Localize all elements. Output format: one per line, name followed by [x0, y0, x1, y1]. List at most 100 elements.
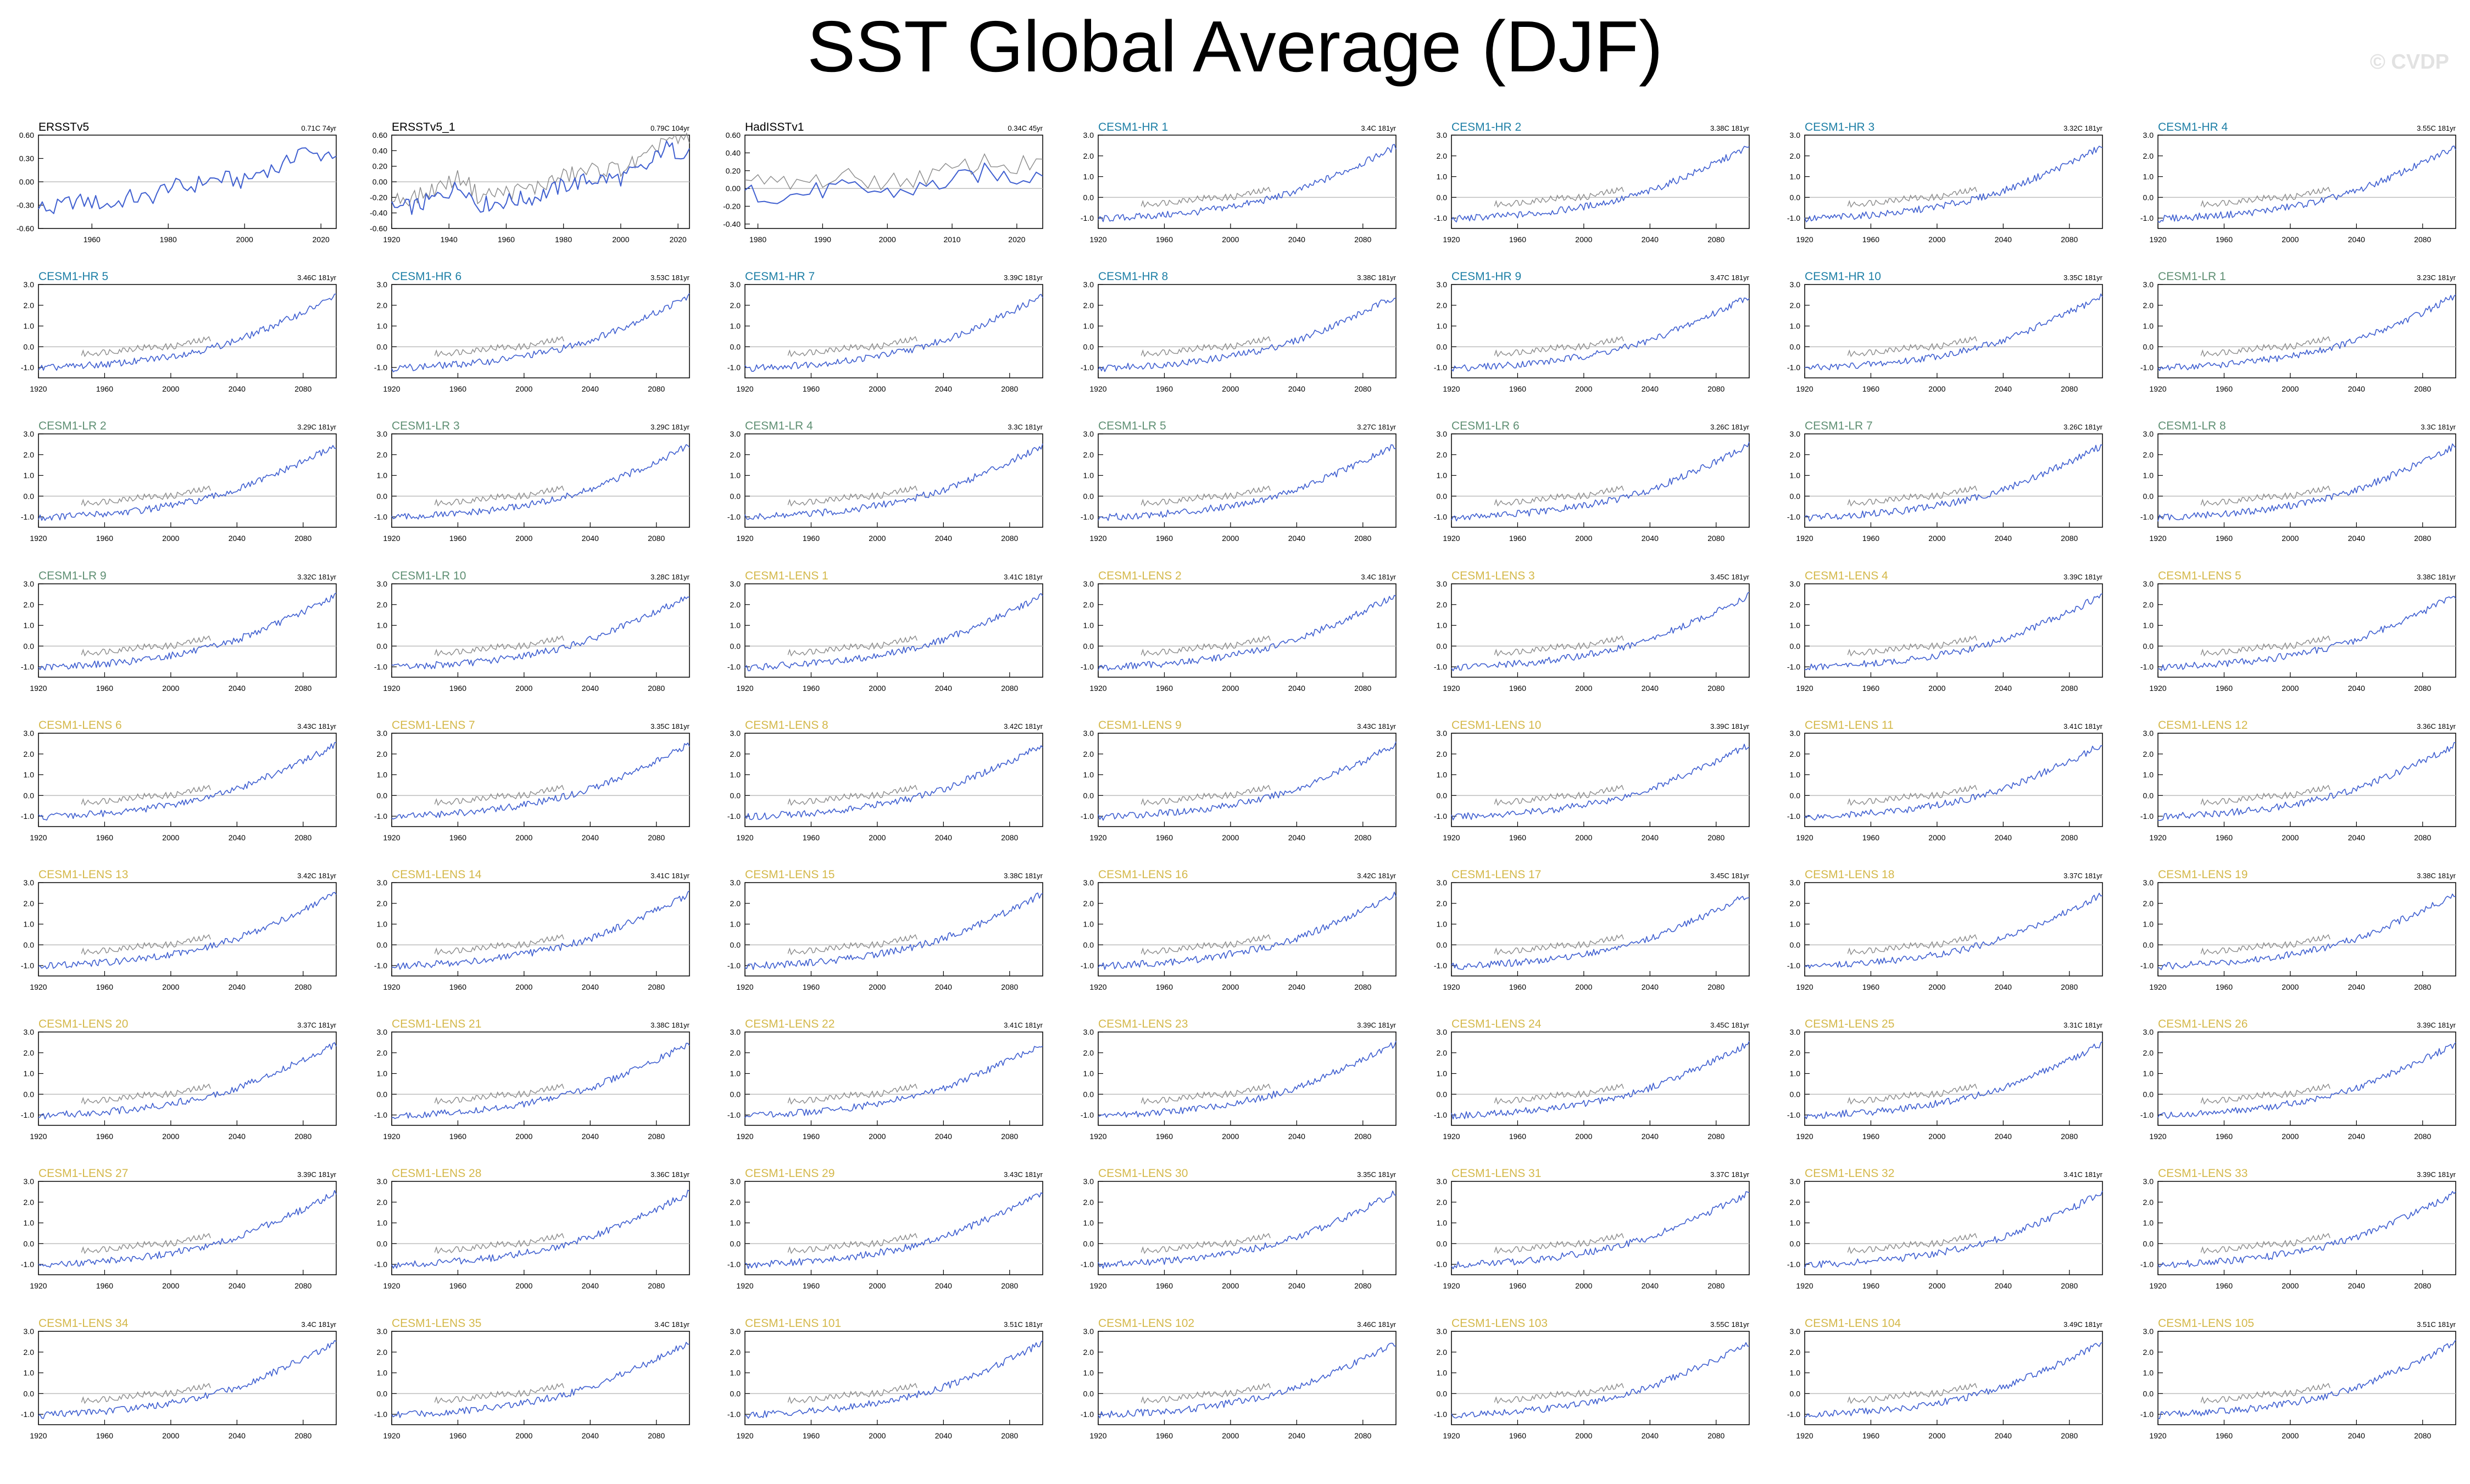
y-tick-label: 3.0 [24, 1327, 35, 1336]
series-line [1451, 297, 1750, 372]
panel-title: CESM1-LR 1 [2158, 270, 2226, 283]
trend-label: 3.45C 181yr [1710, 1021, 1749, 1029]
y-tick-label: 2.0 [2143, 1348, 2154, 1357]
y-tick-label: 0.0 [1083, 492, 1094, 500]
y-tick-label: 2.0 [1437, 301, 1448, 310]
x-tick-label: 2040 [582, 833, 599, 842]
x-tick-label: 1960 [96, 983, 113, 991]
y-tick-label: -1.0 [21, 1111, 34, 1119]
trend-label: 3.53C 181yr [650, 274, 689, 282]
y-tick-label: 3.0 [1437, 131, 1448, 140]
y-tick-label: 2.0 [730, 899, 741, 908]
y-tick-label: -1.0 [1787, 512, 1800, 521]
y-tick-label: -0.20 [723, 202, 741, 211]
x-tick-label: 2040 [582, 983, 599, 991]
series-line [1451, 1191, 1750, 1269]
y-tick-label: 2.0 [1437, 1348, 1448, 1357]
x-tick-label: 2080 [1354, 1281, 1371, 1290]
x-tick-label: 1920 [1089, 833, 1106, 842]
plot-frame [1451, 135, 1750, 229]
y-tick-label: 3.0 [730, 1177, 741, 1186]
x-tick-label: 2080 [2414, 384, 2431, 393]
plot-frame [2157, 1181, 2456, 1275]
plot-frame [1804, 1031, 2103, 1126]
y-tick-label: 0.0 [377, 791, 388, 800]
x-tick-label: 2000 [2282, 833, 2299, 842]
y-tick-label: 2.0 [730, 450, 741, 459]
panel-title: CESM1-LR 7 [1805, 420, 1873, 432]
y-tick-label: -1.0 [727, 662, 741, 671]
y-tick-label: 0.0 [1437, 641, 1448, 650]
y-tick-label: 3.0 [377, 1177, 388, 1186]
panel-title: CESM1-HR 6 [392, 270, 461, 283]
y-tick-label: 2.0 [1437, 600, 1448, 609]
trend-label: 3.42C 181yr [1357, 872, 1396, 880]
series-line [391, 293, 690, 372]
obs-overlay-line [2200, 635, 2330, 657]
trend-label: 3.49C 181yr [2063, 1320, 2102, 1329]
x-tick-label: 2080 [1001, 1132, 1018, 1141]
series-line [38, 741, 337, 821]
y-tick-label: -1.0 [374, 961, 387, 970]
y-tick-label: 3.0 [1437, 280, 1448, 289]
x-tick-label: 2000 [2282, 1281, 2299, 1290]
x-tick-label: 2080 [1354, 534, 1371, 543]
series-line [1451, 146, 1750, 222]
panel-cesm1-hr-5: CESM1-HR 5 3.46C 181yr 1920 1960 2000 2040 208… [21, 270, 337, 393]
series-line [1804, 293, 2103, 371]
x-tick-label: 1960 [2216, 1431, 2233, 1440]
y-tick-label: 3.0 [1083, 429, 1094, 438]
panel-cesm1-lens-4: CESM1-LENS 4 3.39C 181yr 1920 1960 2000 2040 2… [1787, 570, 2103, 693]
y-tick-label: -0.60 [370, 224, 387, 233]
x-tick-label: 2040 [2348, 534, 2365, 543]
x-tick-label: 1920 [383, 684, 400, 693]
y-tick-label: 0.0 [24, 492, 35, 500]
y-tick-label: 0.0 [2143, 193, 2154, 202]
panel-title: CESM1-LENS 23 [1098, 1018, 1188, 1030]
panel-title: CESM1-LENS 22 [745, 1018, 835, 1030]
panel-title: CESM1-LENS 29 [745, 1167, 835, 1180]
x-tick-label: 2000 [2282, 1132, 2299, 1141]
x-tick-label: 2040 [1642, 534, 1659, 543]
x-tick-label: 1960 [803, 833, 820, 842]
x-tick-label: 2000 [162, 833, 179, 842]
panel-title: CESM1-LENS 32 [1805, 1167, 1894, 1180]
y-tick-label: 1.0 [1790, 920, 1801, 929]
x-tick-label: 1960 [96, 1431, 113, 1440]
x-tick-label: 2080 [1001, 1281, 1018, 1290]
y-tick-label: 0.0 [2143, 940, 2154, 949]
obs-overlay-line [1847, 1382, 1977, 1404]
x-tick-label: 2080 [1354, 1132, 1371, 1141]
y-tick-label: 0.0 [1083, 791, 1094, 800]
x-tick-label: 2000 [162, 1431, 179, 1440]
x-tick-label: 2080 [2061, 534, 2078, 543]
obs-overlay-line [1847, 1083, 1977, 1105]
panel-cesm1-lens-10: CESM1-LENS 10 3.39C 181yr 1920 1960 2000 2040… [1434, 719, 1750, 842]
series-line [1098, 143, 1397, 222]
x-tick-label: 1960 [1862, 534, 1879, 543]
x-tick-label: 1960 [2216, 235, 2233, 244]
y-tick-label: 2.0 [377, 1348, 388, 1357]
trend-label: 3.37C 181yr [1710, 1170, 1749, 1179]
trend-label: 3.38C 181yr [1710, 124, 1749, 132]
panel-title: CESM1-LENS 13 [38, 868, 128, 881]
x-tick-label: 1920 [1443, 384, 1460, 393]
x-tick-label: 1940 [441, 235, 458, 244]
y-tick-label: 3.0 [377, 579, 388, 588]
x-tick-label: 1920 [1796, 384, 1813, 393]
x-tick-label: 1920 [1443, 1431, 1460, 1440]
y-tick-label: 1.0 [2143, 1369, 2154, 1377]
panel-cesm1-lens-24: CESM1-LENS 24 3.45C 181yr 1920 1960 2000 2040… [1434, 1018, 1750, 1141]
plot-frame [1098, 733, 1397, 827]
y-tick-label: -1.0 [21, 662, 34, 671]
y-tick-label: 0.0 [1790, 1090, 1801, 1098]
x-tick-label: 1920 [1443, 1132, 1460, 1141]
x-tick-label: 2040 [2348, 235, 2365, 244]
panel-cesm1-lens-22: CESM1-LENS 22 3.41C 181yr 1920 1960 2000 2040… [727, 1018, 1043, 1141]
x-tick-label: 2080 [2061, 983, 2078, 991]
x-tick-label: 2000 [515, 833, 532, 842]
y-tick-label: -1.0 [21, 363, 34, 372]
y-tick-label: 0.0 [1437, 342, 1448, 351]
y-tick-label: 0.0 [377, 342, 388, 351]
plot-frame [1804, 284, 2103, 378]
